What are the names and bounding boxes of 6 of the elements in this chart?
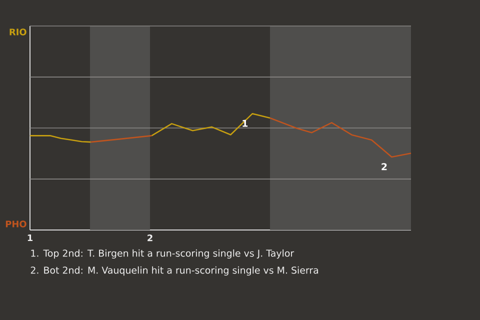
- annotation: 1: [242, 120, 248, 127]
- text: RIO: [10, 28, 26, 36]
- text: 1. Top 2nd: T. Birgen hit a run-scoring single vs J. Taylor: [31, 249, 294, 259]
- text: PHO: [6, 220, 26, 228]
- text: 2. Bot 2nd: M. Vauquelin hit a run-scoring single vs M. Sierra: [30, 266, 318, 276]
- annotation: 2: [382, 163, 387, 170]
